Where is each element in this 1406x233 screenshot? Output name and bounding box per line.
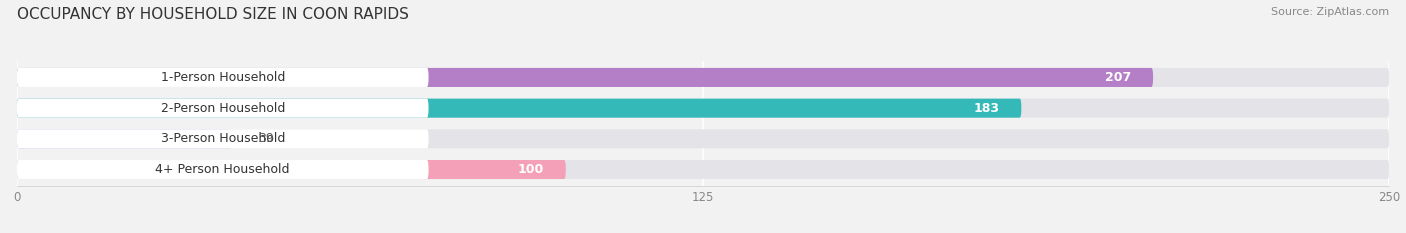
Text: Source: ZipAtlas.com: Source: ZipAtlas.com: [1271, 7, 1389, 17]
FancyBboxPatch shape: [17, 160, 565, 179]
Text: 4+ Person Household: 4+ Person Household: [156, 163, 290, 176]
Text: 1-Person Household: 1-Person Household: [160, 71, 285, 84]
FancyBboxPatch shape: [17, 99, 429, 118]
Text: 39: 39: [259, 132, 274, 145]
FancyBboxPatch shape: [17, 129, 231, 148]
Text: 3-Person Household: 3-Person Household: [160, 132, 285, 145]
Text: OCCUPANCY BY HOUSEHOLD SIZE IN COON RAPIDS: OCCUPANCY BY HOUSEHOLD SIZE IN COON RAPI…: [17, 7, 409, 22]
FancyBboxPatch shape: [17, 160, 1389, 179]
FancyBboxPatch shape: [17, 68, 429, 87]
FancyBboxPatch shape: [17, 129, 429, 148]
FancyBboxPatch shape: [17, 68, 1153, 87]
Text: 207: 207: [1105, 71, 1132, 84]
Text: 2-Person Household: 2-Person Household: [160, 102, 285, 115]
FancyBboxPatch shape: [17, 99, 1389, 118]
FancyBboxPatch shape: [17, 129, 1389, 148]
Text: 100: 100: [517, 163, 544, 176]
FancyBboxPatch shape: [17, 160, 429, 179]
FancyBboxPatch shape: [17, 99, 1021, 118]
FancyBboxPatch shape: [17, 68, 1389, 87]
Text: 183: 183: [973, 102, 1000, 115]
